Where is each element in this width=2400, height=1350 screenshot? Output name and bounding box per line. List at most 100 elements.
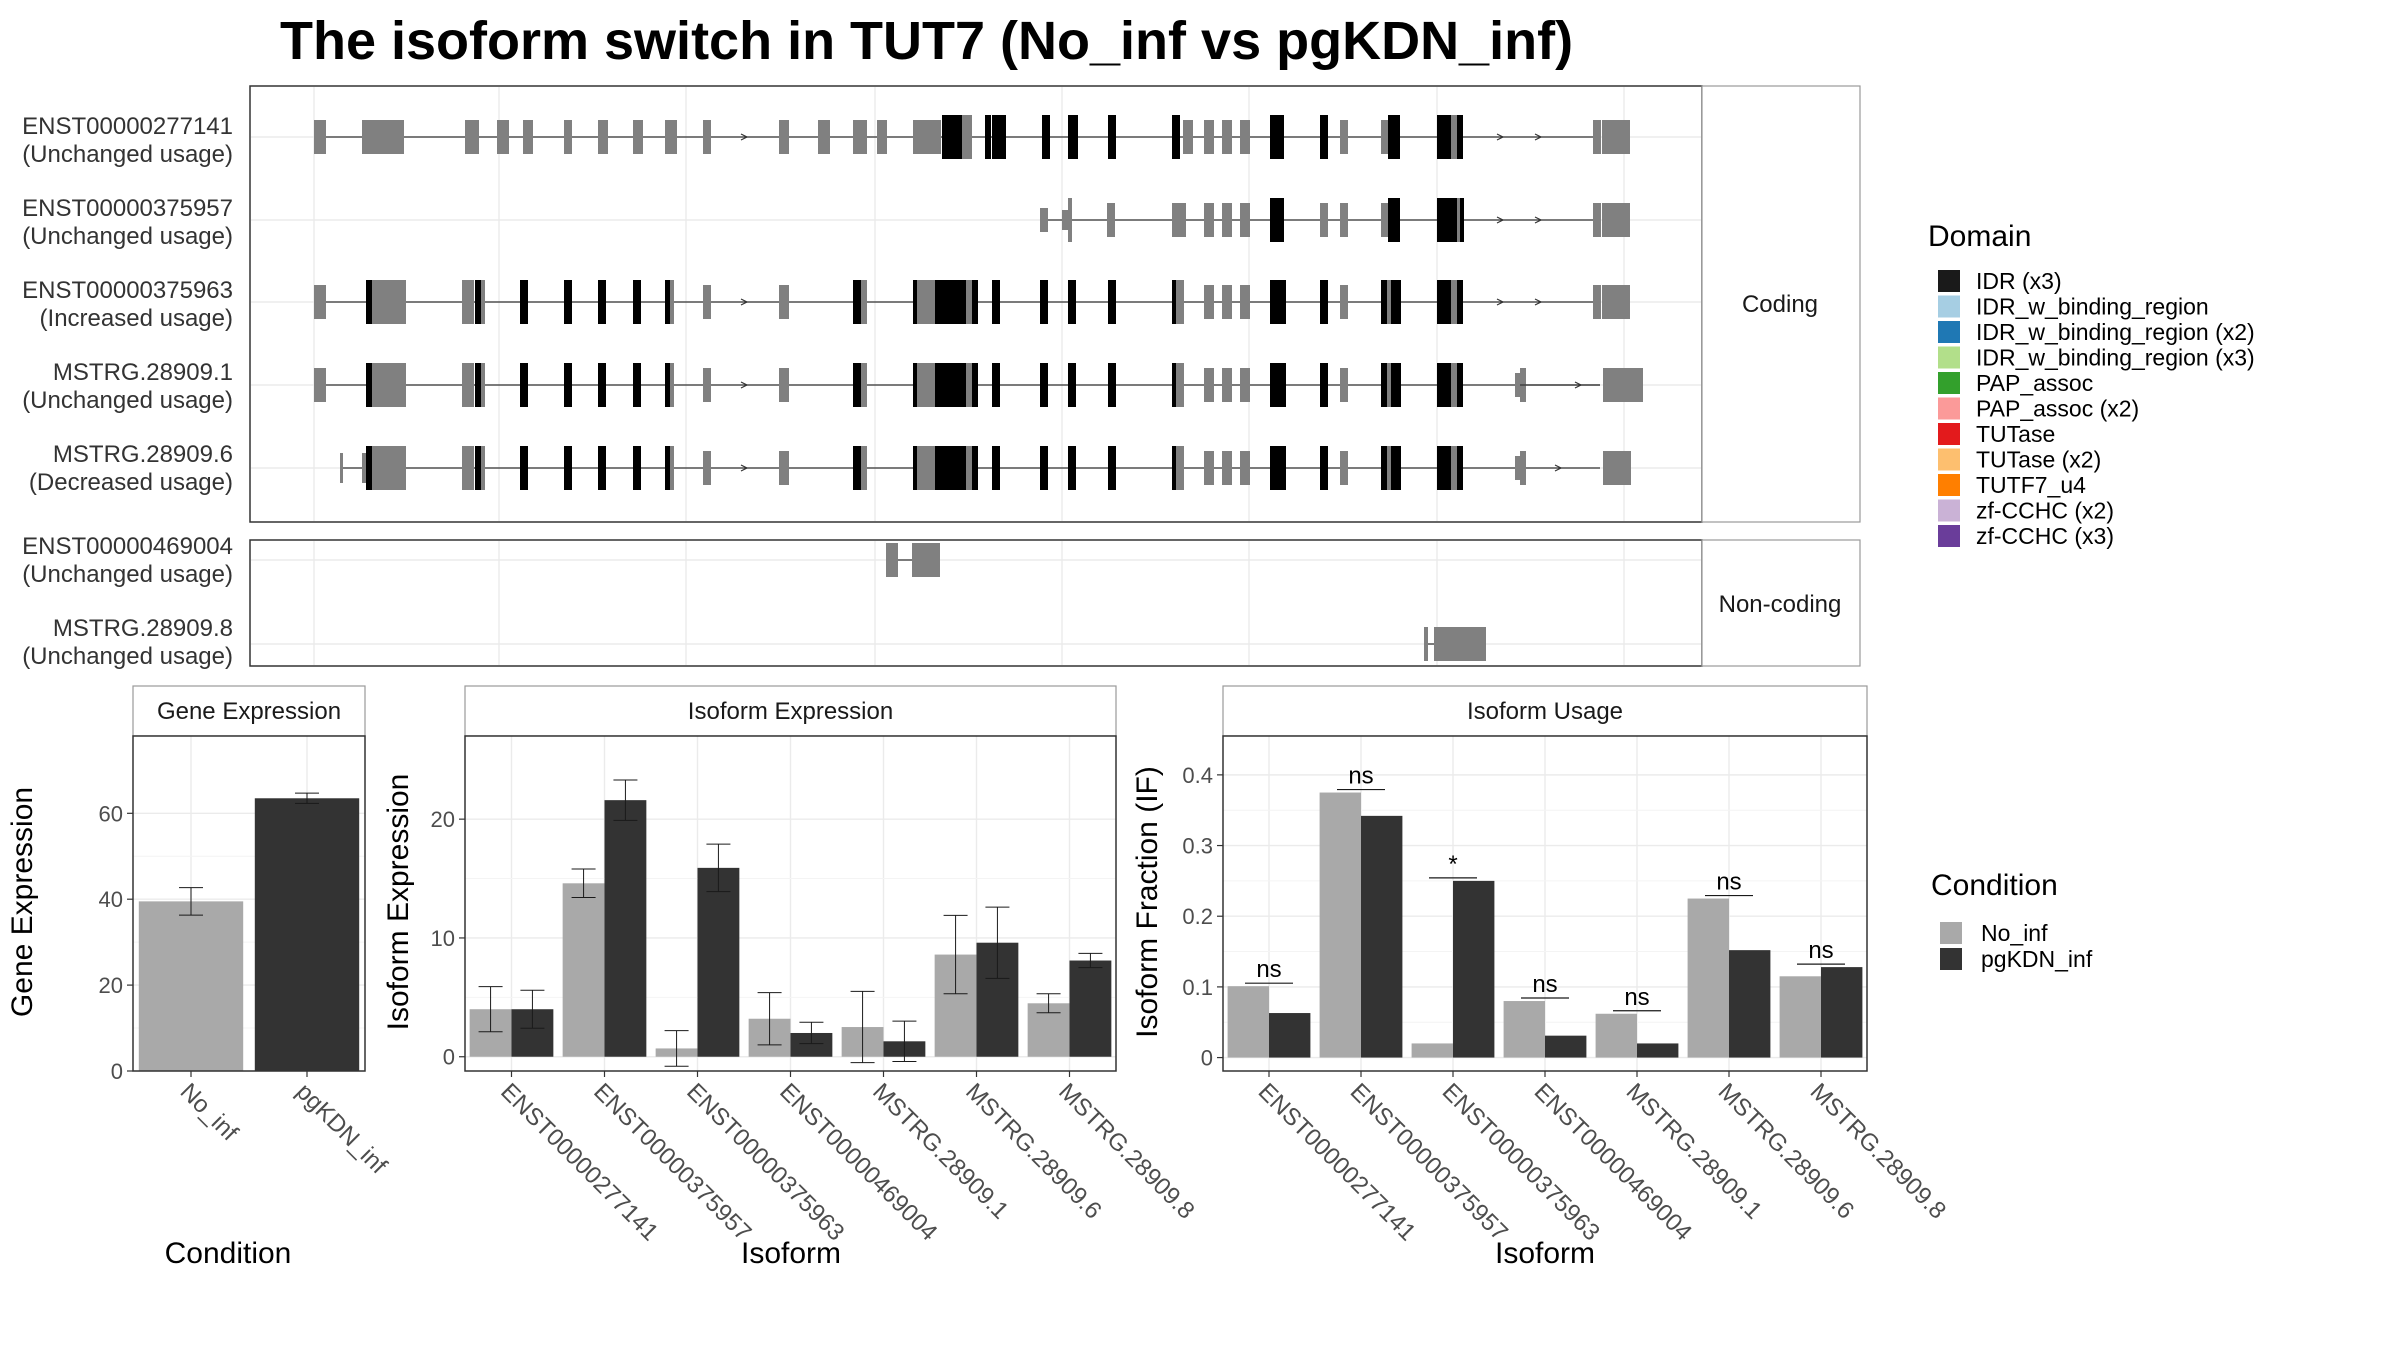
exon xyxy=(1222,285,1232,319)
exon xyxy=(1040,208,1048,232)
exon xyxy=(1240,120,1250,154)
exon xyxy=(633,120,643,154)
exon xyxy=(475,363,481,407)
exon xyxy=(1457,446,1463,490)
exon xyxy=(1381,203,1389,237)
tx-label-name: ENST00000375963 xyxy=(22,277,233,304)
exon xyxy=(1395,280,1401,324)
exon xyxy=(598,280,606,324)
exon xyxy=(1040,363,1048,407)
exon xyxy=(598,446,606,490)
exon xyxy=(853,446,861,490)
exon xyxy=(1068,280,1076,324)
exon xyxy=(861,363,867,407)
exon xyxy=(779,451,789,485)
exon xyxy=(917,446,923,490)
exon xyxy=(362,120,404,154)
exon xyxy=(462,363,474,407)
legend-key-domain xyxy=(1938,525,1960,547)
exon xyxy=(931,280,935,324)
exon xyxy=(1388,198,1394,242)
y-tick-label: 10 xyxy=(431,926,455,951)
tx-label-name: ENST00000375957 xyxy=(22,195,233,222)
legend-label-condition: No_inf xyxy=(1981,920,2048,946)
exon xyxy=(462,446,474,490)
x-tick-label: ENST00000375963 xyxy=(1437,1078,1605,1246)
coding-strip xyxy=(1701,85,1861,523)
exon xyxy=(1381,446,1387,490)
exon xyxy=(877,120,887,154)
exon xyxy=(1222,451,1232,485)
exon xyxy=(1320,115,1328,159)
isoform-expression-chart: Isoform Expression01020ENST00000277141EN… xyxy=(382,685,1200,1270)
exon xyxy=(481,363,485,407)
exon xyxy=(1176,280,1184,324)
exon xyxy=(992,363,1000,407)
bar xyxy=(1637,1043,1679,1058)
tx-label-usage: (Decreased usage) xyxy=(29,469,233,496)
significance-label: * xyxy=(1448,851,1457,878)
exon xyxy=(462,280,474,324)
exon xyxy=(1240,285,1250,319)
legend-label-domain: IDR_w_binding_region (x2) xyxy=(1976,319,2255,345)
exon xyxy=(1437,198,1451,242)
exon xyxy=(966,446,972,490)
exon xyxy=(598,363,606,407)
exon xyxy=(913,363,917,407)
significance-label: ns xyxy=(1716,869,1741,896)
exon xyxy=(1593,203,1601,237)
exon xyxy=(564,120,572,154)
exon xyxy=(400,280,406,324)
x-tick-label: ENST00000375963 xyxy=(681,1078,849,1246)
bar xyxy=(1269,1013,1311,1058)
y-tick-label: 0 xyxy=(111,1059,123,1084)
exon xyxy=(853,280,861,324)
exon xyxy=(1460,198,1464,242)
strand-arrow xyxy=(740,381,749,389)
tx-label-usage: (Unchanged usage) xyxy=(22,223,233,250)
y-tick-label: 0.4 xyxy=(1182,763,1213,788)
bar xyxy=(138,901,244,1071)
exon xyxy=(1593,285,1601,319)
y-tick-label: 0 xyxy=(443,1045,455,1070)
legend-label-domain: TUTase xyxy=(1976,421,2055,447)
legend-key-domain xyxy=(1938,346,1960,369)
exon xyxy=(703,120,711,154)
exon xyxy=(1270,280,1286,324)
exon xyxy=(917,280,923,324)
exon xyxy=(372,280,386,324)
y-tick-label: 60 xyxy=(99,801,123,826)
bar xyxy=(604,800,647,1057)
exon xyxy=(1394,115,1400,159)
bar xyxy=(562,883,605,1057)
exon xyxy=(779,368,789,402)
strand-arrow xyxy=(740,464,749,472)
exon xyxy=(779,120,789,154)
exon xyxy=(886,543,898,577)
domain-legend: Domain IDR (x3)IDR_w_binding_regionIDR_w… xyxy=(1928,220,2255,549)
exon xyxy=(1424,627,1428,661)
figure-title: The isoform switch in TUT7 (No_inf vs pg… xyxy=(280,11,1574,71)
significance-label: ns xyxy=(1348,763,1373,790)
transcript-structure-panel xyxy=(249,85,1861,667)
exon xyxy=(972,363,978,407)
exon xyxy=(1451,363,1457,407)
exon xyxy=(1457,115,1463,159)
exon xyxy=(1340,451,1348,485)
exon xyxy=(481,280,485,324)
exon xyxy=(913,280,917,324)
bar xyxy=(697,867,740,1057)
exon xyxy=(1172,280,1176,324)
exon xyxy=(1340,368,1348,402)
y-tick-label: 0.2 xyxy=(1182,904,1213,929)
legend-key-domain xyxy=(1938,295,1960,318)
exon xyxy=(1395,446,1401,490)
exon xyxy=(366,363,372,407)
exon xyxy=(985,115,991,159)
exon xyxy=(1387,280,1391,324)
exon xyxy=(1183,120,1193,154)
exon xyxy=(340,453,343,483)
y-axis-title: Gene Expression xyxy=(6,787,39,1017)
exon xyxy=(372,446,386,490)
